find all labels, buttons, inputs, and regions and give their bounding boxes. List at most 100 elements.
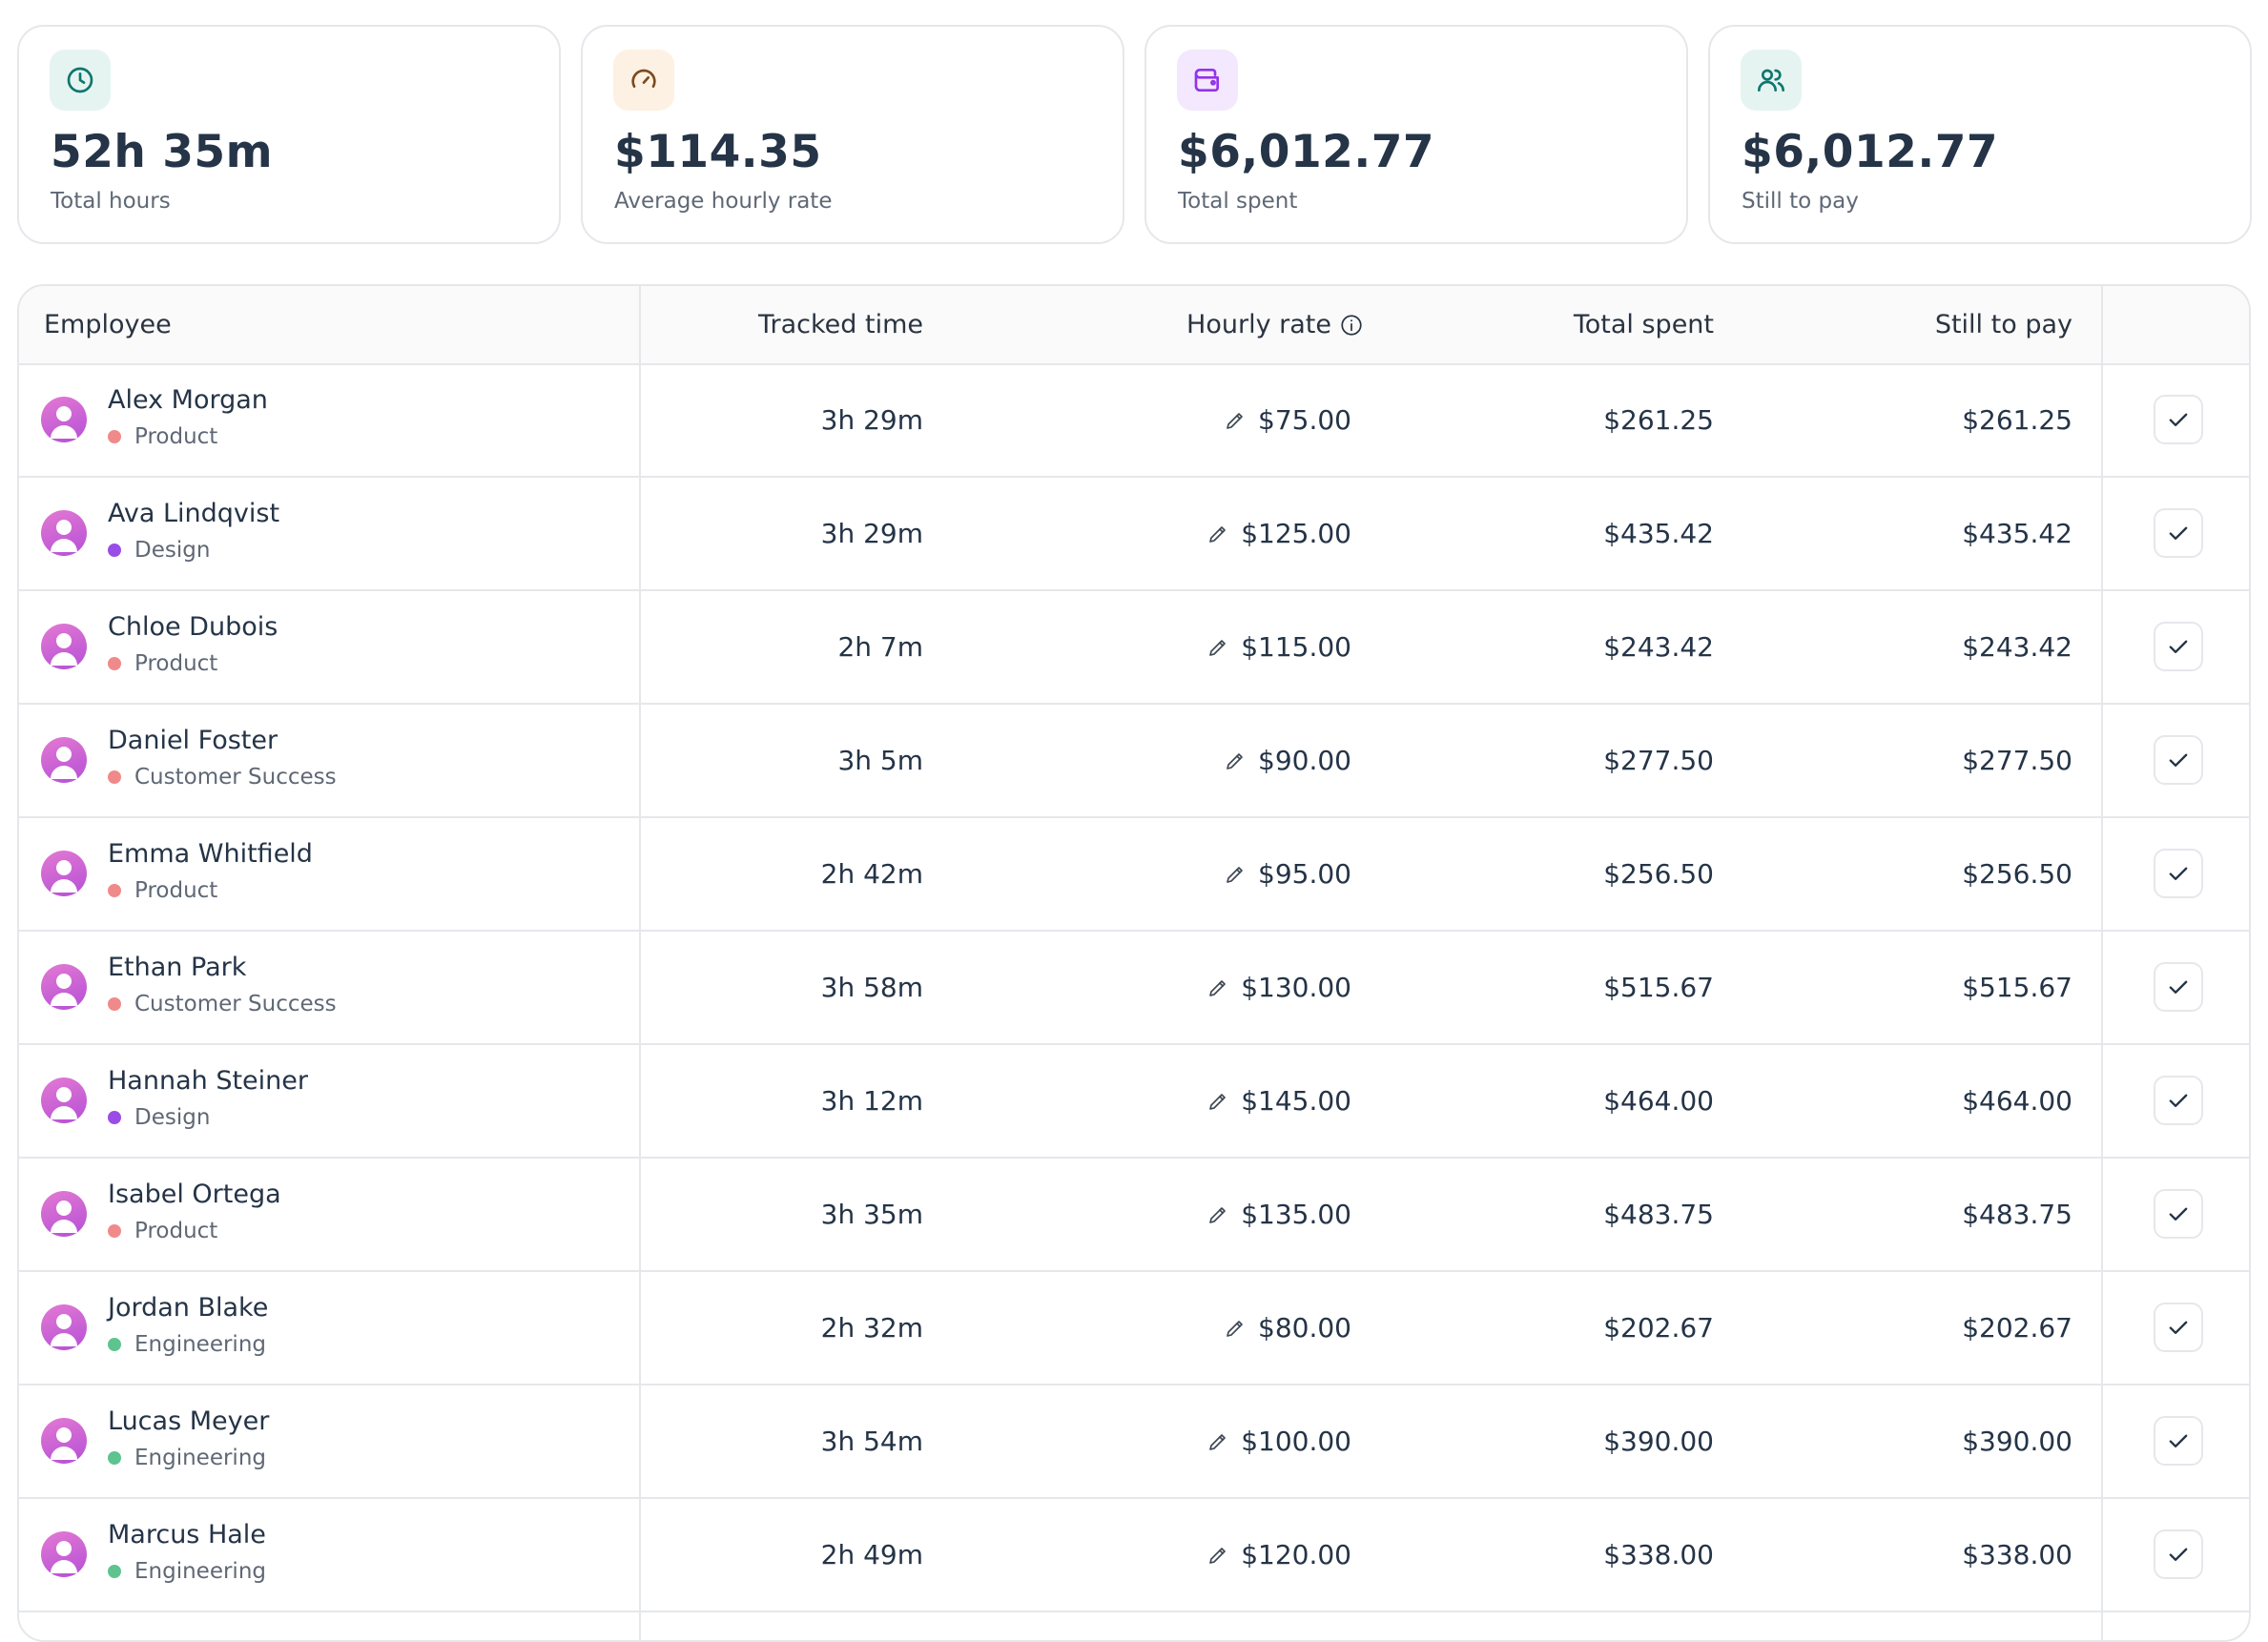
avatar [41,1078,87,1123]
total-spent: $515.67 [1603,972,1714,1003]
team-label: Design [134,538,211,563]
column-header-tracked-time[interactable]: Tracked time [757,310,923,339]
column-divider [2101,286,2103,1640]
mark-paid-button[interactable] [2154,1529,2203,1579]
pencil-icon[interactable] [1224,1317,1247,1340]
total-spent: $202.67 [1603,1312,1714,1344]
clock-icon [67,67,93,93]
mark-paid-button[interactable] [2154,1416,2203,1466]
hourly-rate-editor[interactable]: $130.00 [1206,932,1351,1043]
mark-paid-button[interactable] [2154,508,2203,558]
pencil-icon[interactable] [1206,523,1229,545]
pencil-icon[interactable] [1206,1544,1229,1567]
avatar-body [51,539,77,552]
tracked-time: 2h 49m [820,1539,923,1570]
employee-name: Chloe Dubois [108,612,278,642]
column-header-hourly-rate[interactable]: Hourly rate [1186,286,1364,363]
pencil-icon[interactable] [1206,636,1229,659]
avatar-head [56,1201,72,1216]
employee-name: Isabel Ortega [108,1180,281,1209]
employee-name: Hannah Steiner [108,1066,308,1096]
avatar [41,737,87,783]
mark-paid-button[interactable] [2154,1303,2203,1352]
mark-paid-button[interactable] [2154,849,2203,898]
avatar-head [56,406,72,421]
hourly-rate-value: $115.00 [1241,631,1351,663]
hourly-rate-editor[interactable]: $145.00 [1206,1045,1351,1157]
mark-paid-button[interactable] [2154,622,2203,671]
hourly-rate-editor[interactable]: $80.00 [1224,1272,1351,1384]
check-icon [2169,867,2188,880]
still-to-pay: $256.50 [1962,858,2072,890]
column-header-still-to-pay[interactable]: Still to pay [1934,310,2072,339]
team-label: Engineering [134,1559,266,1584]
hourly-rate-editor[interactable]: $90.00 [1224,705,1351,816]
stat-icon-box [1741,50,1802,111]
employee-team: Product [108,877,217,904]
employee-team: Engineering [108,1558,266,1585]
mark-paid-button[interactable] [2154,395,2203,444]
stats-row: 52h 35m Total hours $114.35 Average hour… [17,25,2252,244]
team-label: Customer Success [134,765,337,790]
table-row: Hannah Steiner Design 3h 12m $145.00 $464.00… [19,1045,2249,1159]
total-spent: $390.00 [1603,1426,1714,1457]
hourly-rate-editor[interactable]: $75.00 [1224,364,1351,476]
tracked-time: 3h 12m [820,1085,923,1117]
team-dot [108,997,121,1011]
pencil-icon[interactable] [1224,409,1247,432]
stat-label: Still to pay [1742,189,1859,214]
avatar-head [56,747,72,762]
table-row: Ava Lindqvist Design 3h 29m $125.00 $435.42 $… [19,478,2249,591]
hourly-rate-editor[interactable]: $100.00 [1206,1385,1351,1497]
pencil-icon[interactable] [1224,863,1247,886]
stat-value: $6,012.77 [1178,126,1435,178]
team-label: Engineering [134,1332,266,1357]
hourly-rate-editor[interactable]: $95.00 [1224,818,1351,930]
avatar-head [56,633,72,648]
team-dot [108,884,121,897]
column-header-employee[interactable]: Employee [44,310,172,339]
hourly-rate-editor[interactable]: $125.00 [1206,478,1351,589]
still-to-pay: $435.42 [1962,518,2072,549]
employee-team: Engineering [108,1331,266,1358]
tracked-time: 3h 29m [820,518,923,549]
tracked-time: 3h 35m [820,1199,923,1230]
hourly-rate-value: $75.00 [1258,404,1351,436]
mark-paid-button[interactable] [2154,962,2203,1012]
avatar-body [51,1447,77,1460]
avatar [41,1418,87,1464]
column-header-total-spent[interactable]: Total spent [1573,310,1714,339]
mark-paid-button[interactable] [2154,1189,2203,1239]
stat-icon-box [1177,50,1238,111]
pencil-icon[interactable] [1206,1090,1229,1113]
avatar-body [51,1333,77,1346]
pencil-icon[interactable] [1206,1203,1229,1226]
hourly-rate-editor[interactable]: $135.00 [1206,1159,1351,1270]
pencil-icon[interactable] [1224,749,1247,772]
total-spent: $277.50 [1603,745,1714,776]
hourly-rate-editor[interactable]: $115.00 [1206,591,1351,703]
employee-name: Daniel Foster [108,726,278,755]
mark-paid-button[interactable] [2154,1076,2203,1125]
hourly-rate-editor[interactable]: $120.00 [1206,1499,1351,1611]
mark-paid-button[interactable] [2154,735,2203,785]
avatar-head [56,860,72,875]
employee-team: Design [108,537,210,564]
team-label: Product [134,878,218,903]
total-spent: $338.00 [1603,1539,1714,1570]
pencil-icon[interactable] [1206,976,1229,999]
avatar [41,1531,87,1577]
info-icon[interactable] [1339,313,1364,338]
column-divider [639,286,641,1640]
employee-team: Customer Success [108,991,337,1017]
team-dot [108,430,121,443]
column-header-hourly-rate-label: Hourly rate [1186,310,1331,339]
pencil-icon[interactable] [1206,1430,1229,1453]
avatar [41,510,87,556]
avatar-body [51,993,77,1006]
avatar [41,397,87,442]
still-to-pay: $202.67 [1962,1312,2072,1344]
table-row: Ethan Park Customer Success 3h 58m $130.00 $… [19,932,2249,1045]
team-label: Customer Success [134,992,337,1016]
team-label: Product [134,424,218,449]
